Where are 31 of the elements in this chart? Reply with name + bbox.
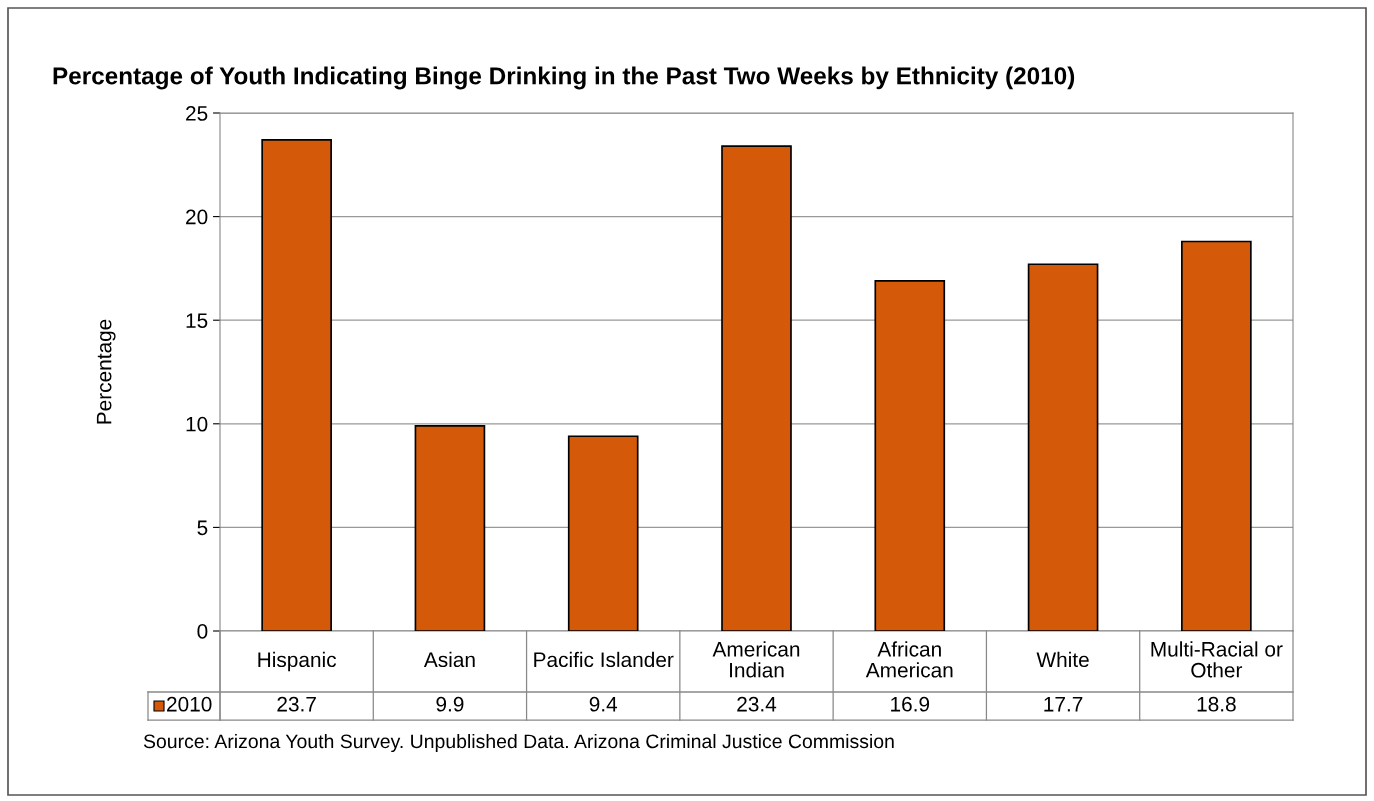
bar <box>1027 263 1099 631</box>
legend-label: 2010 <box>167 696 212 712</box>
x-tick-label: African American <box>865 641 953 678</box>
y-axis-title: Percentage <box>96 319 116 424</box>
y-tick-label: 10 <box>186 416 208 432</box>
data-label: 17.7 <box>1044 697 1083 712</box>
x-tick-label: Pacific Islander <box>534 651 674 668</box>
data-label: 23.7 <box>277 696 316 712</box>
x-tick-label: Multi-Racial or Other <box>1151 641 1283 678</box>
data-label: 9.9 <box>436 696 464 712</box>
x-tick-label: Asian <box>423 651 475 668</box>
bar <box>721 145 792 631</box>
bar <box>414 425 486 631</box>
data-label: 16.9 <box>891 696 930 712</box>
bar <box>874 279 946 631</box>
bar <box>1181 240 1252 631</box>
x-tick-label: White <box>1036 651 1089 668</box>
bar <box>261 139 332 631</box>
data-label: 23.4 <box>737 696 777 712</box>
source-note: Source: Arizona Youth Survey. Unpublished Data. Arizona Criminal Justice Commission <box>143 733 894 753</box>
chart-title: Percentage of Youth Indicating Binge Drinking in the Past Two Weeks by Ethnicity (2010) <box>53 66 1075 90</box>
data-label: 18.8 <box>1197 696 1236 712</box>
x-tick-label: Hispanic <box>258 651 337 672</box>
y-tick-label: 25 <box>186 106 208 121</box>
y-tick-label: 20 <box>186 209 208 225</box>
y-tick-label: 15 <box>186 313 208 328</box>
y-tick-label: 0 <box>197 624 208 639</box>
data-label: 9.4 <box>589 696 618 712</box>
x-tick-label: American Indian <box>712 641 800 678</box>
bar <box>567 435 639 631</box>
y-tick-label: 5 <box>197 520 208 536</box>
